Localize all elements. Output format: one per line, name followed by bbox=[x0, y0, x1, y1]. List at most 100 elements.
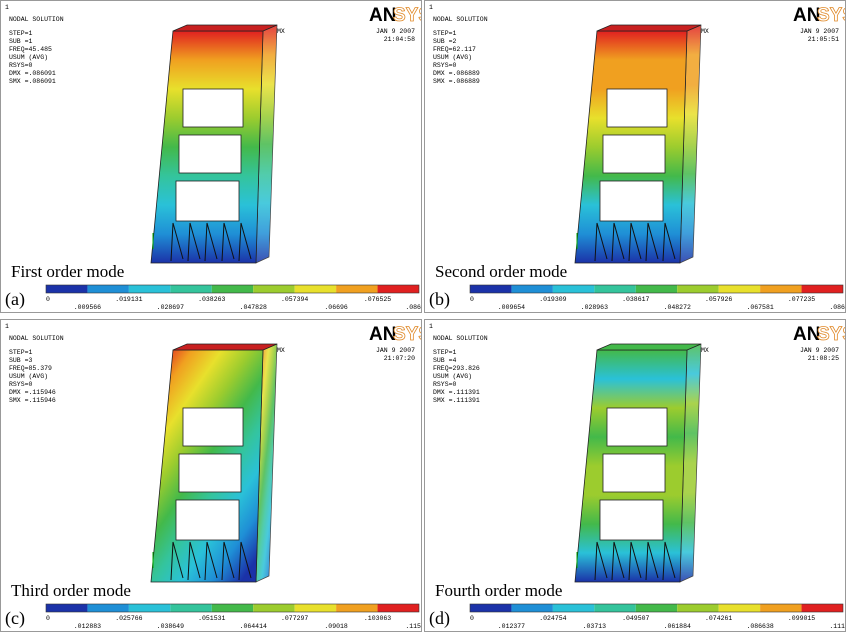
scale-label: .115946 bbox=[405, 623, 421, 630]
info-line: SMX =.111391 bbox=[433, 397, 480, 404]
info-line: STEP=1 bbox=[433, 349, 457, 356]
window bbox=[607, 408, 667, 446]
logo-sys: SYS bbox=[817, 5, 845, 26]
caption: Third order mode bbox=[11, 581, 131, 600]
colorbar-segment bbox=[470, 285, 511, 293]
caption: First order mode bbox=[11, 262, 124, 281]
corner-number: 1 bbox=[5, 4, 9, 11]
scale-label: .047828 bbox=[240, 304, 267, 311]
info-line: USUM (AVG) bbox=[433, 373, 472, 380]
scale-label: .038617 bbox=[622, 296, 649, 303]
colorbar-segment bbox=[511, 604, 552, 612]
time: 21:04:58 bbox=[384, 36, 415, 43]
info-line: SMX =.086889 bbox=[433, 78, 480, 85]
panel-label: (b) bbox=[429, 289, 450, 310]
scale-label: .09018 bbox=[324, 623, 348, 630]
colorbar-segment bbox=[719, 285, 760, 293]
mx-label: MX bbox=[701, 28, 709, 35]
info-line: SUB =3 bbox=[9, 357, 33, 364]
info-line: RSYS=0 bbox=[433, 381, 457, 388]
info-line: USUM (AVG) bbox=[9, 373, 48, 380]
scale-label: .03713 bbox=[583, 623, 607, 630]
scale-label: .009566 bbox=[74, 304, 101, 311]
scale-label: .019309 bbox=[539, 296, 566, 303]
panel: MX1NODAL SOLUTIONSTEP=1SUB =2FREQ=62.117… bbox=[424, 0, 846, 313]
scale-label: .009654 bbox=[498, 304, 525, 311]
info-line: DMX =.086091 bbox=[9, 70, 56, 77]
colorbar-segment bbox=[802, 285, 843, 293]
panel-canvas: MX1NODAL SOLUTIONSTEP=1SUB =4FREQ=293.82… bbox=[425, 320, 845, 631]
colorbar-segment bbox=[212, 285, 253, 293]
info-line: SUB =1 bbox=[9, 38, 33, 45]
colorbar-segment bbox=[336, 604, 377, 612]
date: JAN 9 2007 bbox=[376, 28, 415, 35]
colorbar-segment bbox=[511, 285, 552, 293]
window bbox=[183, 89, 243, 127]
solution-title: NODAL SOLUTION bbox=[9, 335, 64, 342]
scale-label: .051531 bbox=[198, 615, 225, 622]
scale-label: .086091 bbox=[405, 304, 421, 311]
scale-label: .019131 bbox=[115, 296, 142, 303]
structure bbox=[151, 25, 277, 263]
colorbar-segment bbox=[87, 285, 128, 293]
top-face bbox=[173, 344, 277, 350]
colorbar-segment bbox=[594, 285, 635, 293]
solution-title: NODAL SOLUTION bbox=[9, 16, 64, 23]
mx-label: MX bbox=[277, 347, 285, 354]
info-line: FREQ=62.117 bbox=[433, 46, 476, 53]
corner-number: 1 bbox=[5, 323, 9, 330]
logo-sys: SYS bbox=[817, 324, 845, 345]
info-line: DMX =.115946 bbox=[9, 389, 56, 396]
mx-label: MX bbox=[701, 347, 709, 354]
colorbar-segment bbox=[87, 604, 128, 612]
scale-label: .057926 bbox=[705, 296, 732, 303]
scale-label: .067581 bbox=[746, 304, 773, 311]
window bbox=[183, 408, 243, 446]
info-line: DMX =.111391 bbox=[433, 389, 480, 396]
scale-label: .086638 bbox=[746, 623, 773, 630]
corner-number: 1 bbox=[429, 323, 433, 330]
scale-label: .024754 bbox=[539, 615, 566, 622]
window bbox=[176, 500, 239, 540]
colorbar-segment bbox=[378, 604, 419, 612]
info-line: SUB =4 bbox=[433, 357, 457, 364]
colorbar-segment bbox=[129, 285, 170, 293]
scale-label: .099015 bbox=[788, 615, 815, 622]
solution-title: NODAL SOLUTION bbox=[433, 16, 488, 23]
info-line: USUM (AVG) bbox=[433, 54, 472, 61]
window bbox=[600, 181, 663, 221]
window bbox=[607, 89, 667, 127]
scale-label: 0 bbox=[470, 296, 474, 303]
scale-label: .074261 bbox=[705, 615, 732, 622]
info-line: FREQ=293.826 bbox=[433, 365, 480, 372]
structure bbox=[151, 344, 277, 582]
scale-label: 0 bbox=[470, 615, 474, 622]
structure bbox=[575, 25, 701, 263]
info-line: SMX =.115946 bbox=[9, 397, 56, 404]
panel: MX1NODAL SOLUTIONSTEP=1SUB =1FREQ=45.485… bbox=[0, 0, 422, 313]
colorbar-segment bbox=[253, 285, 294, 293]
date: JAN 9 2007 bbox=[800, 347, 839, 354]
colorbar-segment bbox=[553, 604, 594, 612]
date: JAN 9 2007 bbox=[800, 28, 839, 35]
info-line: RSYS=0 bbox=[433, 62, 457, 69]
colorbar-segment bbox=[378, 285, 419, 293]
colorbar-segment bbox=[636, 285, 677, 293]
scale-label: .111391 bbox=[829, 623, 845, 630]
time: 21:05:51 bbox=[808, 36, 839, 43]
caption: Second order mode bbox=[435, 262, 567, 281]
scale-label: .049507 bbox=[622, 615, 649, 622]
colorbar-segment bbox=[46, 285, 87, 293]
panel-label: (d) bbox=[429, 608, 450, 629]
colorbar-segment bbox=[802, 604, 843, 612]
panel-label: (a) bbox=[5, 289, 25, 310]
colorbar-segment bbox=[594, 604, 635, 612]
scale-label: .064414 bbox=[240, 623, 267, 630]
info-line: STEP=1 bbox=[433, 30, 457, 37]
info-line: SUB =2 bbox=[433, 38, 457, 45]
scale-label: .038263 bbox=[198, 296, 225, 303]
window bbox=[600, 500, 663, 540]
